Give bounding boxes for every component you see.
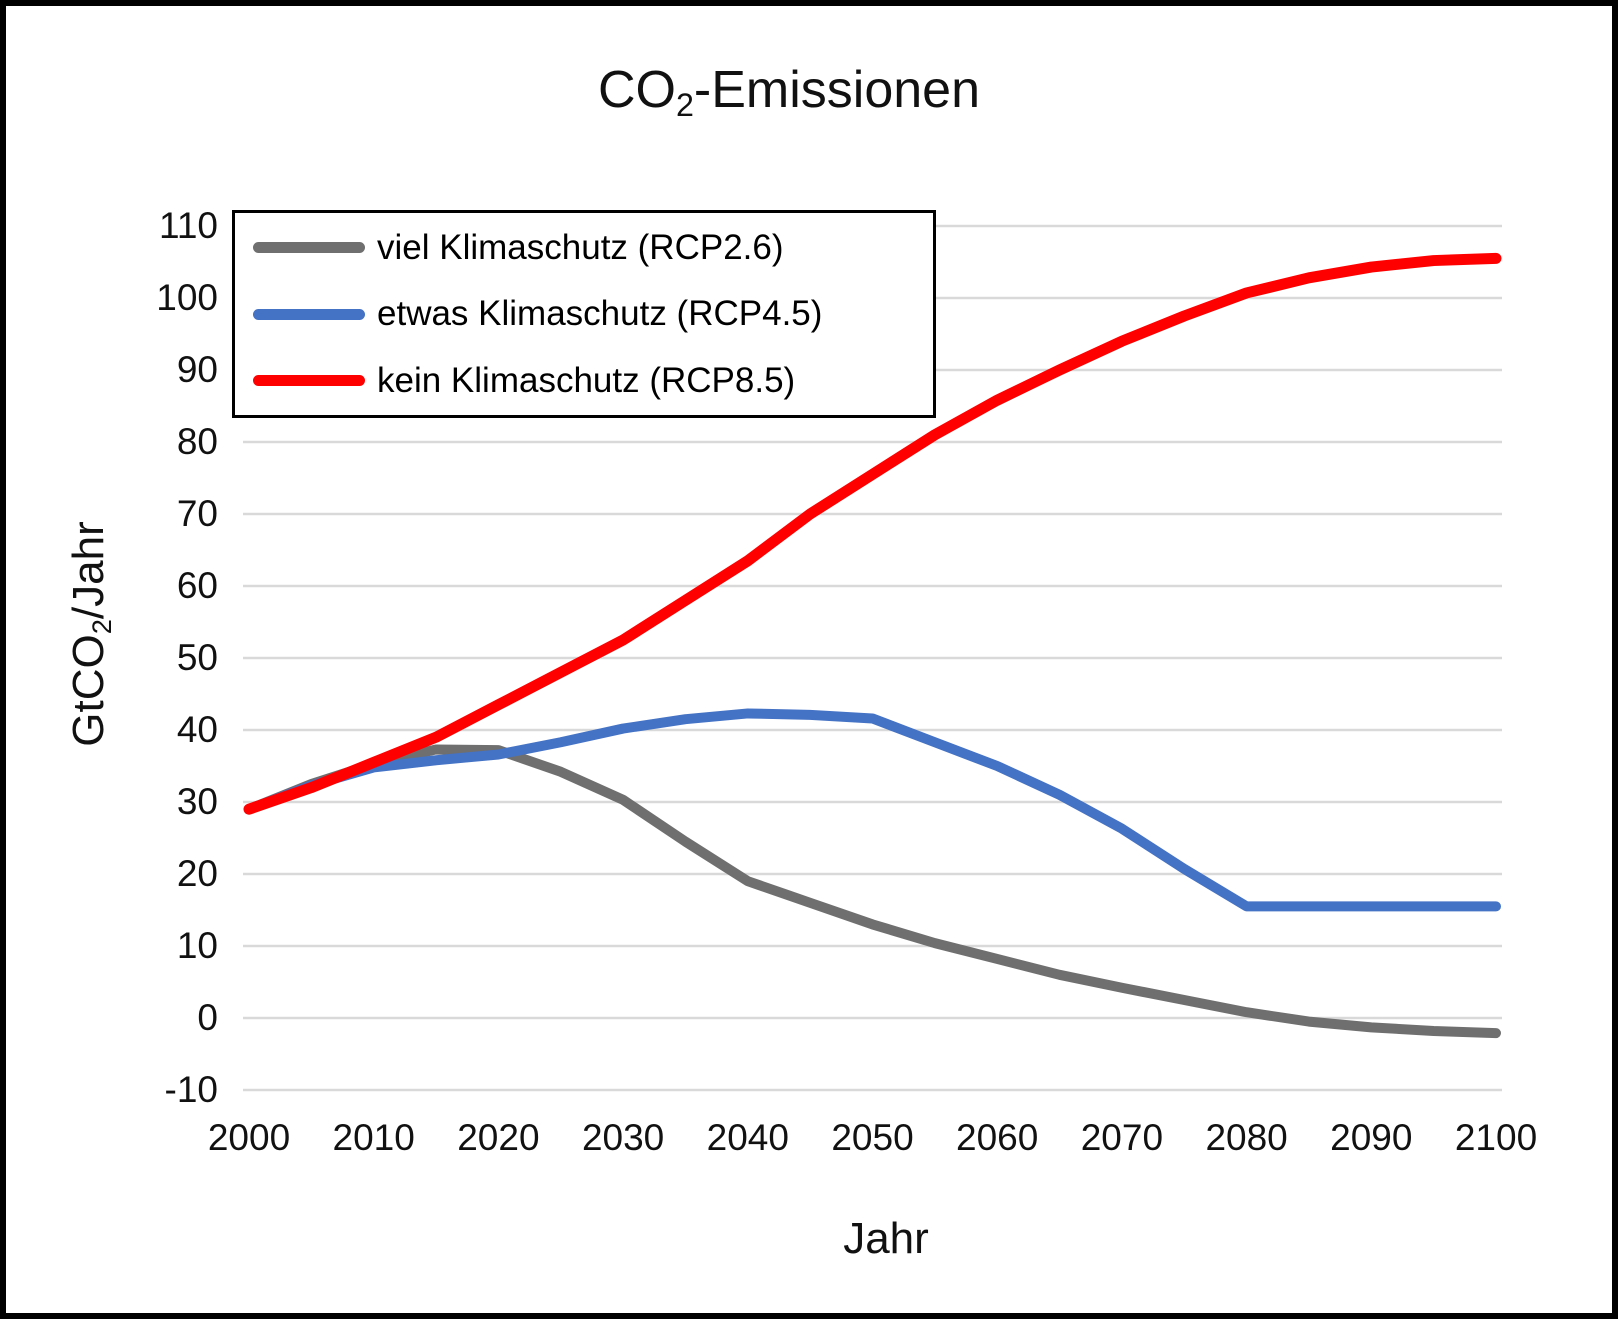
y-tick-label-10: 10 — [176, 925, 218, 966]
legend-line-swatch-rcp26 — [253, 242, 365, 253]
y-tick-label-60: 60 — [176, 565, 218, 606]
x-tick-label-2080: 2080 — [1205, 1117, 1288, 1158]
title-subscript: 2 — [675, 87, 694, 124]
y-tick-label--10: -10 — [164, 1069, 218, 1110]
series-line-rcp26 — [244, 744, 1501, 1039]
legend-line-swatch-rcp85 — [253, 375, 365, 386]
y-tick-label-50: 50 — [176, 637, 218, 678]
y-tick-label-100: 100 — [156, 277, 218, 318]
x-tick-label-2100: 2100 — [1454, 1117, 1538, 1158]
y-tick-label-30: 30 — [176, 781, 218, 822]
y-axis-title: GtCO2/Jahr — [64, 521, 117, 747]
x-tick-label-2070: 2070 — [1080, 1117, 1164, 1158]
y-tick-label-90: 90 — [176, 349, 218, 390]
legend-label-rcp45: etwas Klimaschutz (RCP4.5) — [377, 294, 823, 333]
y-tick-label-0: 0 — [197, 997, 218, 1038]
y-tick-label-80: 80 — [176, 421, 218, 462]
legend-label-rcp26: viel Klimaschutz (RCP2.6) — [377, 227, 784, 267]
x-tick-label-2050: 2050 — [831, 1117, 914, 1158]
x-tick-label-2060: 2060 — [956, 1117, 1039, 1158]
y-tick-label-110: 110 — [159, 205, 218, 246]
x-axis-title: Jahr — [843, 1214, 929, 1263]
legend-label-rcp85: kein Klimaschutz (RCP8.5) — [377, 360, 796, 400]
plot-area — [243, 224, 1502, 1092]
x-tick-label-2090: 2090 — [1330, 1117, 1413, 1158]
legend-item-rcp85: kein Klimaschutz (RCP8.5) — [235, 349, 933, 413]
x-tick-label-2010: 2010 — [332, 1117, 415, 1158]
y-tick-label-40: 40 — [176, 709, 218, 750]
y-tick-label-70: 70 — [176, 493, 218, 534]
legend: viel Klimaschutz (RCP2.6) etwas Klimasch… — [232, 210, 936, 418]
x-tick-label-2000: 2000 — [207, 1117, 291, 1158]
y-tick-label-20: 20 — [176, 853, 218, 894]
y-axis-title-subscript: 2 — [85, 619, 117, 635]
legend-item-rcp26: viel Klimaschutz (RCP2.6) — [235, 216, 933, 280]
series-line-rcp45 — [244, 708, 1501, 912]
chart-title: CO2-Emissionen — [597, 61, 981, 124]
x-tick-label-2030: 2030 — [581, 1117, 665, 1158]
x-tick-label-2020: 2020 — [457, 1117, 540, 1158]
x-tick-label-2040: 2040 — [706, 1117, 789, 1158]
legend-line-swatch-rcp45 — [253, 308, 365, 320]
series-line-rcp85 — [243, 252, 1502, 815]
legend-item-rcp45: etwas Klimaschutz (RCP4.5) — [235, 282, 933, 346]
